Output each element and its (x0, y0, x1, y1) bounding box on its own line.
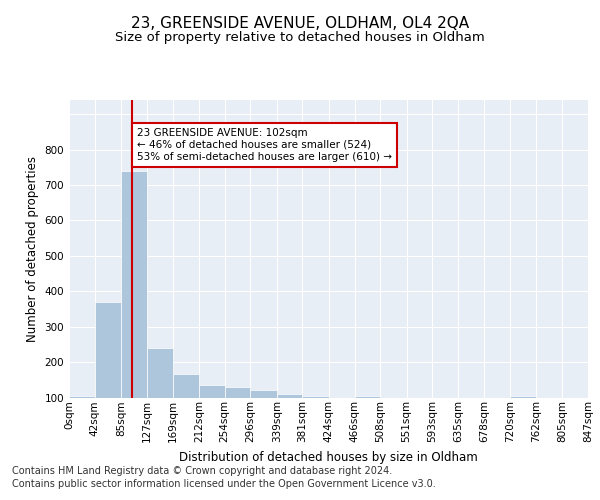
Bar (250, 390, 277, 398)
Text: 23, GREENSIDE AVENUE, OLDHAM, OL4 2QA: 23, GREENSIDE AVENUE, OLDHAM, OL4 2QA (131, 16, 469, 31)
Text: Size of property relative to detached houses in Oldham: Size of property relative to detached ho… (115, 31, 485, 44)
Bar (277, 394, 302, 398)
Bar (173, 374, 199, 398)
Text: 23 GREENSIDE AVENUE: 102sqm
← 46% of detached houses are smaller (524)
53% of se: 23 GREENSIDE AVENUE: 102sqm ← 46% of det… (137, 128, 392, 162)
Bar (121, 171, 147, 398)
Bar (199, 385, 224, 398)
Bar (95, 302, 121, 398)
Bar (510, 396, 536, 398)
Bar (355, 396, 380, 398)
Text: Contains HM Land Registry data © Crown copyright and database right 2024.: Contains HM Land Registry data © Crown c… (12, 466, 392, 476)
Bar (302, 396, 329, 398)
Text: Contains public sector information licensed under the Open Government Licence v3: Contains public sector information licen… (12, 479, 436, 489)
Bar (147, 348, 173, 398)
Y-axis label: Number of detached properties: Number of detached properties (26, 156, 39, 342)
Bar (69, 396, 95, 398)
X-axis label: Distribution of detached houses by size in Oldham: Distribution of detached houses by size … (179, 450, 478, 464)
Bar (224, 387, 250, 398)
